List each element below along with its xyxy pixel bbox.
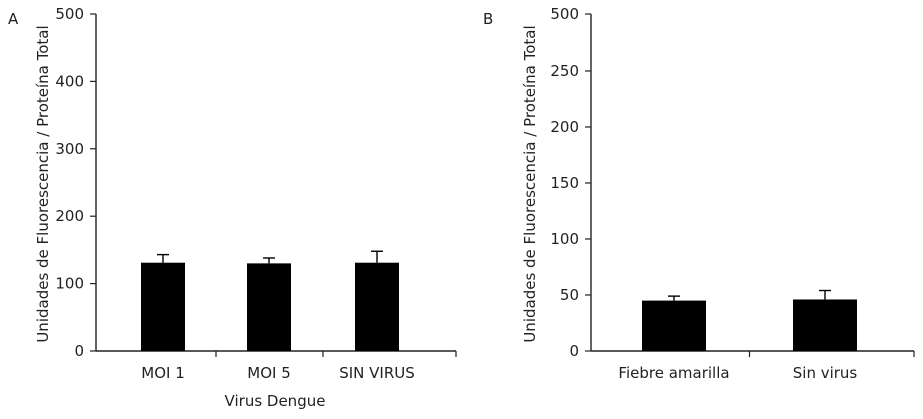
panel-a-y-tick-label: 500 xyxy=(55,5,84,23)
panel-a-y-tick-label: 100 xyxy=(55,275,84,293)
panel-b-category-label: Sin virus xyxy=(793,364,858,382)
panel-a-bar xyxy=(141,262,185,351)
panel-b-y-tick-label: 250 xyxy=(550,62,579,80)
panel-a-y-axis-title: Unidades de Fluorescencia / Proteína Tot… xyxy=(34,25,52,342)
panel-b-y-tick-label: 50 xyxy=(560,286,579,304)
panel-a-category-label: MOI 5 xyxy=(247,364,290,382)
panel-b-letter: B xyxy=(483,10,493,28)
panel-b-y-tick-label: 200 xyxy=(550,118,579,136)
panel-a-x-axis-title: Virus Dengue xyxy=(225,392,326,410)
panel-b-y-tick-label: 500 xyxy=(550,5,579,23)
panel-a-category-label: SIN VIRUS xyxy=(339,364,415,382)
panel-b-bar xyxy=(642,300,706,351)
panel-a-bar xyxy=(355,262,399,351)
panel-b-category-label: Fiebre amarilla xyxy=(618,364,729,382)
panel-a-y-tick-label: 300 xyxy=(55,140,84,158)
panel-a-y-tick-label: 200 xyxy=(55,207,84,225)
panel-b-y-tick-label: 0 xyxy=(569,342,579,360)
panel-a-letter: A xyxy=(8,10,19,28)
panel-a-y-tick-label: 400 xyxy=(55,72,84,90)
panel-a-category-label: MOI 1 xyxy=(141,364,184,382)
panel-b-bar xyxy=(793,299,857,351)
panel-b-y-tick-label: 150 xyxy=(550,174,579,192)
panel-b-y-tick-label: 100 xyxy=(550,230,579,248)
panel-a-bar xyxy=(247,263,291,351)
panel-b-y-axis-title: Unidades de Fluorescencia / Proteína Tot… xyxy=(521,25,539,342)
panel-a-y-tick-label: 0 xyxy=(74,342,84,360)
